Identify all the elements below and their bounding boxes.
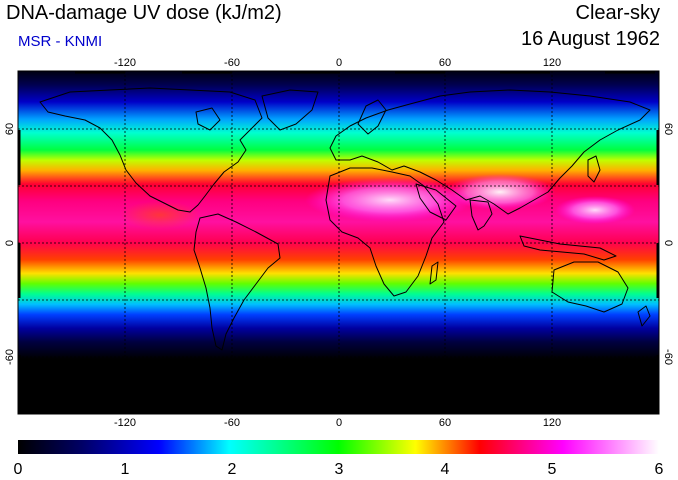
lat-label-left: -60	[4, 349, 16, 365]
colorbar-label: 3	[335, 461, 344, 478]
axis-right: 60 0 -60	[662, 123, 674, 365]
lon-label-top: 0	[336, 57, 342, 69]
coast-india	[469, 199, 493, 231]
lon-label-top: 60	[439, 57, 451, 69]
coast-arabia	[415, 183, 457, 221]
hotspot-pacific	[555, 196, 635, 224]
frame-scale-ticks	[17, 70, 660, 415]
colorbar-label: 5	[548, 461, 557, 478]
hotspot-america	[120, 201, 200, 229]
source-label: MSR - KNMI	[18, 33, 103, 50]
map-title: DNA-damage UV dose (kJ/m2)	[6, 2, 282, 24]
colorbar-label: 2	[228, 461, 237, 478]
lon-label-bottom: 0	[336, 417, 342, 429]
coast-new-zealand	[637, 305, 651, 327]
coast-indonesia	[519, 235, 617, 261]
coast-madagascar	[429, 261, 439, 285]
map-date: 16 August 1962	[520, 28, 660, 50]
colorbar-label: 4	[441, 461, 450, 478]
lat-label-left: 60	[4, 123, 16, 135]
lon-label-top: 120	[543, 57, 561, 69]
colorbar-label: 1	[121, 461, 130, 478]
lat-label-right: -60	[662, 349, 674, 365]
coast-japan	[587, 155, 601, 183]
coast-australia	[551, 261, 629, 313]
hotspot-asia	[445, 174, 555, 210]
axis-bottom: -120 -60 0 60 120	[114, 417, 561, 429]
coast-scandinavia	[357, 99, 387, 135]
coastlines	[39, 87, 651, 351]
lon-label-bottom: 120	[543, 417, 561, 429]
graticule	[18, 71, 659, 414]
sky-condition: Clear-sky	[575, 2, 660, 24]
lat-label-right: 60	[662, 123, 674, 135]
coast-greenland	[261, 89, 319, 131]
lon-label-bottom: 60	[439, 417, 451, 429]
colorbar-label: 0	[14, 461, 23, 478]
coast-europe-asia	[329, 89, 651, 215]
coast-africa	[325, 167, 445, 297]
coast-hudson-bay	[195, 107, 221, 131]
lon-label-bottom: -60	[224, 417, 240, 429]
lon-label-bottom: -120	[114, 417, 136, 429]
axis-left: 60 0 -60	[4, 123, 16, 365]
colorbar-label: 6	[655, 461, 664, 478]
coast-north-america	[39, 87, 263, 213]
lon-label-top: -60	[224, 57, 240, 69]
lon-label-top: -120	[114, 57, 136, 69]
coast-south-america	[193, 213, 281, 351]
axis-top: -120 -60 0 60 120	[114, 57, 561, 69]
lat-label-right: 0	[662, 240, 674, 246]
uv-field	[18, 71, 659, 414]
lat-label-left: 0	[4, 240, 16, 246]
colorbar-labels: 0 1 2 3 4 5 6	[14, 461, 664, 478]
colorbar	[18, 440, 659, 454]
